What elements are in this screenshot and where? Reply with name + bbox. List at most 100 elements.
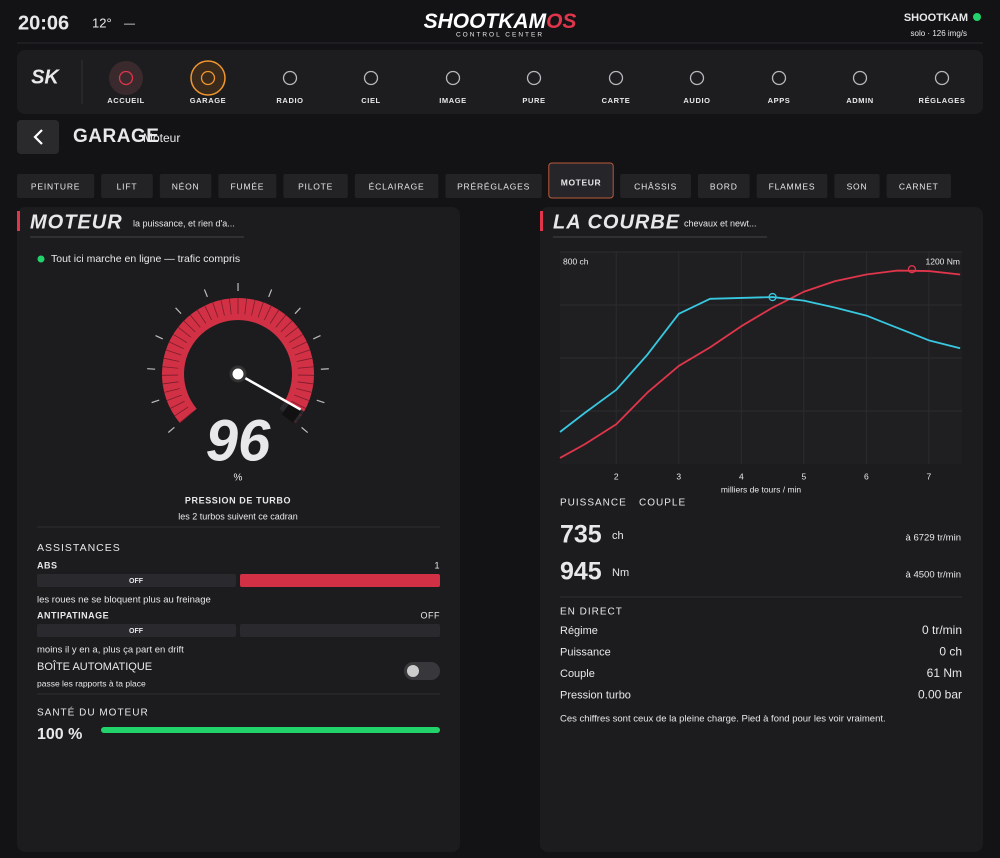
gauge-needle <box>237 372 302 411</box>
nav-label: CIEL <box>361 96 380 105</box>
nav-bar <box>17 50 983 114</box>
gauge-segment <box>228 298 232 315</box>
peak-unit: Nm <box>612 567 629 579</box>
status-text: Tout ici marche en ligne — trafic compri… <box>51 253 240 265</box>
nav-icon[interactable] <box>200 70 216 86</box>
health-bar <box>101 727 440 733</box>
tab-label: SON <box>847 181 868 191</box>
series-line <box>559 296 961 433</box>
gauge-tick <box>167 426 175 433</box>
tab-label: CARNET <box>899 181 939 191</box>
tab[interactable] <box>698 174 750 198</box>
gauge-segment <box>288 333 304 343</box>
gauge-segment <box>163 357 180 362</box>
gauge-hub <box>229 365 247 383</box>
nav-icon[interactable] <box>689 70 705 86</box>
x-tick-label: 2 <box>614 471 619 481</box>
tab[interactable] <box>283 174 348 198</box>
tab[interactable] <box>218 174 277 198</box>
live-label: Pression turbo <box>560 689 631 701</box>
tab-label: ÉCLAIRAGE <box>369 181 425 191</box>
gauge-label: PRESSION DE TURBO <box>185 495 291 505</box>
nav-icon[interactable] <box>445 70 461 86</box>
panel-subtitle: chevaux et newt... <box>684 218 757 228</box>
gauge-tick <box>312 335 321 340</box>
section-title: EN DIRECT <box>560 607 623 618</box>
x-axis-label: milliers de tours / min <box>721 484 802 494</box>
logo-accent: OS <box>546 10 576 33</box>
nav-label: ACCUEIL <box>107 96 145 105</box>
tab[interactable] <box>756 174 828 198</box>
live-label: Régime <box>560 625 598 637</box>
gauge-tick <box>294 307 301 315</box>
assist-desc: les roues ne se bloquent plus au freinag… <box>37 595 211 606</box>
status-dot <box>37 255 45 263</box>
toggle-off[interactable] <box>37 624 236 637</box>
gauge-segment <box>177 326 191 338</box>
gauge-segment <box>170 400 185 409</box>
nav-icon[interactable] <box>852 70 868 86</box>
nav-icon[interactable] <box>282 70 298 86</box>
tab[interactable] <box>620 174 691 198</box>
tab[interactable] <box>17 174 95 198</box>
back-icon <box>33 129 43 145</box>
tab[interactable] <box>354 174 439 198</box>
live-value: 0.00 bar <box>918 688 962 702</box>
gauge-segment <box>172 333 188 343</box>
nav-icon[interactable] <box>608 70 624 86</box>
panel-title: LA COURBE <box>553 211 680 233</box>
x-tick-label: 3 <box>676 471 681 481</box>
live-label: Couple <box>560 668 595 680</box>
peak-value: 945 <box>560 558 602 586</box>
nav-icon[interactable] <box>771 70 787 86</box>
switch-knob <box>407 665 419 677</box>
online-dot <box>973 13 981 21</box>
toggle-off[interactable] <box>37 574 236 587</box>
nav-icon[interactable] <box>118 70 134 86</box>
page-subtitle: Moteur <box>143 131 180 145</box>
gauge-segment <box>294 394 310 401</box>
tab-label: FLAMMES <box>769 181 816 191</box>
toggle-on[interactable] <box>240 624 440 637</box>
nav-icon[interactable] <box>363 70 379 86</box>
gauge-segment <box>291 400 306 409</box>
tab[interactable] <box>834 174 880 198</box>
gauge-tick <box>301 426 309 434</box>
nav-icon[interactable] <box>526 70 542 86</box>
page-title: GARAGE <box>73 126 159 147</box>
tab-label: MOTEUR <box>561 177 601 187</box>
gauge-segment <box>162 381 179 385</box>
gauge-segment <box>196 309 207 324</box>
tab[interactable] <box>159 174 212 198</box>
gauge-segment <box>257 302 264 318</box>
tab-label: CHÂSSIS <box>634 181 677 191</box>
gauge-segment <box>212 302 219 318</box>
user: SHOOTKAM <box>904 12 968 24</box>
nav-label: ADMIN <box>846 96 874 105</box>
tab[interactable] <box>445 174 542 198</box>
peak-marker <box>768 292 777 302</box>
nav-icon[interactable] <box>934 70 950 86</box>
separator: — <box>124 18 135 30</box>
gauge-segment <box>263 305 272 321</box>
toggle-on[interactable] <box>240 574 440 587</box>
tab-label: LIFT <box>117 181 138 191</box>
gauge-segment <box>294 349 311 356</box>
x-tick-label: 6 <box>864 471 869 481</box>
gauge-segment <box>168 341 184 350</box>
tab[interactable] <box>886 174 951 198</box>
back-button[interactable] <box>17 120 59 154</box>
gauge-segment <box>297 381 314 385</box>
gauge-segment <box>292 341 308 350</box>
live-value: 0 tr/min <box>922 623 962 637</box>
x-tick-label: 4 <box>739 471 744 481</box>
clock: 20:06 <box>18 12 69 34</box>
gauge-segment <box>285 326 299 338</box>
section-title: ASSISTANCES <box>37 542 121 554</box>
tab[interactable] <box>101 174 153 198</box>
gauge-segment <box>280 320 293 333</box>
tab[interactable] <box>548 162 614 199</box>
logo: SHOOTKAMOS <box>424 10 577 33</box>
gauge-value-label: 96 <box>206 408 271 473</box>
